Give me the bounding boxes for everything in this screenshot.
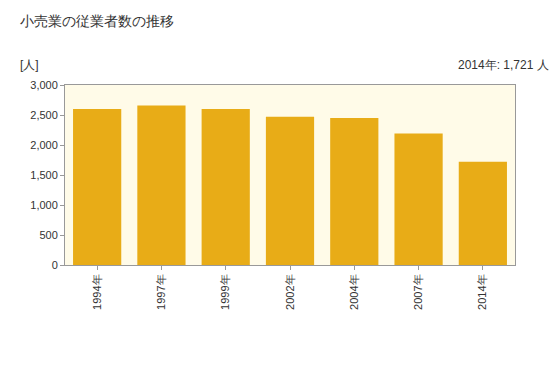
svg-text:[人]: [人] [20, 58, 39, 72]
svg-text:1,500: 1,500 [30, 169, 58, 181]
svg-text:2,500: 2,500 [30, 109, 58, 121]
svg-text:2004年: 2004年 [348, 274, 360, 309]
svg-text:2002年: 2002年 [284, 274, 296, 309]
svg-text:2014年: 1,721 人: 2014年: 1,721 人 [458, 58, 549, 72]
svg-text:2007年: 2007年 [412, 274, 424, 309]
svg-text:2014年: 2014年 [476, 274, 488, 309]
svg-text:2,000: 2,000 [30, 139, 58, 151]
svg-text:1997年: 1997年 [155, 274, 167, 309]
svg-text:1994年: 1994年 [91, 274, 103, 309]
svg-text:小売業の従業者数の推移: 小売業の従業者数の推移 [20, 13, 174, 29]
svg-text:0: 0 [52, 259, 58, 271]
svg-text:1,000: 1,000 [30, 199, 58, 211]
svg-text:1999年: 1999年 [219, 274, 231, 309]
svg-text:3,000: 3,000 [30, 79, 58, 91]
svg-text:500: 500 [39, 229, 57, 241]
